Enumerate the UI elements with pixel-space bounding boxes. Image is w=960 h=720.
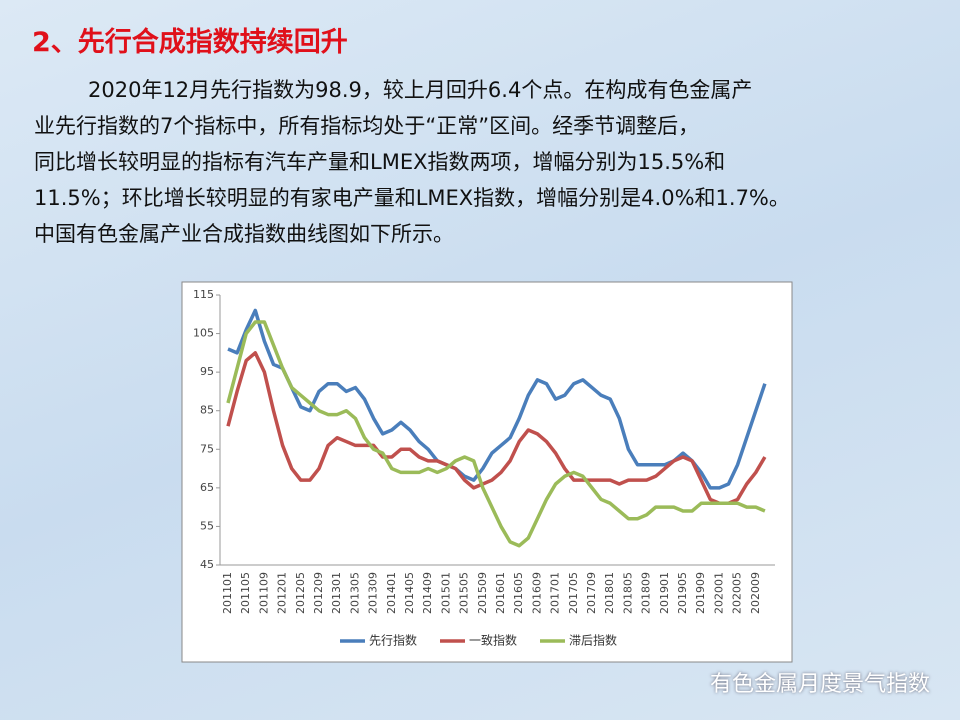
x-tick-label: 201105 xyxy=(239,572,252,614)
x-tick-label: 202005 xyxy=(731,572,744,614)
x-tick-label: 201601 xyxy=(494,572,507,614)
x-tick-label: 201609 xyxy=(530,572,543,614)
legend-label: 滞后指数 xyxy=(569,633,617,648)
x-tick-label: 201201 xyxy=(276,572,289,614)
x-tick-label: 201501 xyxy=(439,572,452,614)
y-tick-label: 95 xyxy=(200,365,214,378)
y-tick-label: 85 xyxy=(200,404,214,417)
x-tick-label: 201301 xyxy=(330,572,343,614)
legend-label: 先行指数 xyxy=(369,633,417,648)
x-tick-label: 201701 xyxy=(549,572,562,614)
paragraph-line: 中国有色金属产业合成指数曲线图如下所示。 xyxy=(34,222,454,246)
paragraph-line: 11.5%；环比增长较明显的有家电产量和LMEX指数，增幅分别是4.0%和1.7… xyxy=(34,186,790,210)
paragraph-line: 2020年12月先行指数为98.9，较上月回升6.4个点。在构成有色金属产 xyxy=(88,78,753,102)
x-tick-label: 201705 xyxy=(567,572,580,614)
x-tick-label: 201809 xyxy=(640,572,653,614)
x-tick-label: 201205 xyxy=(294,572,307,614)
x-tick-label: 201401 xyxy=(385,572,398,614)
x-tick-label: 201709 xyxy=(585,572,598,614)
footer: 有色金属月度景气指数 xyxy=(709,672,930,697)
x-tick-label: 201605 xyxy=(512,572,525,614)
paragraph: 2020年12月先行指数为98.9，较上月回升6.4个点。在构成有色金属产业先行… xyxy=(34,72,790,252)
x-tick-label: 201805 xyxy=(621,572,634,614)
series-line xyxy=(226,351,767,506)
x-tick-label: 201509 xyxy=(476,572,489,614)
x-tick-label: 201101 xyxy=(221,572,234,614)
x-tick-label: 201905 xyxy=(676,572,689,614)
y-tick-label: 65 xyxy=(200,481,214,494)
x-tick-label: 201409 xyxy=(421,572,434,614)
paragraph-line: 同比增长较明显的指标有汽车产量和LMEX指数两项，增幅分别为15.5%和 xyxy=(34,150,726,174)
heading: 2、先行合成指数持续回升 xyxy=(32,27,348,58)
x-tick-label: 201305 xyxy=(348,572,361,614)
y-tick-label: 75 xyxy=(200,442,214,455)
x-tick-label: 201309 xyxy=(367,572,380,614)
legend-label: 一致指数 xyxy=(469,633,517,648)
paragraph-line: 业先行指数的7个指标中，所有指标均处于“正常”区间。经季节调整后， xyxy=(34,114,700,138)
y-tick-label: 105 xyxy=(193,327,214,340)
series-line xyxy=(226,320,766,548)
x-tick-label: 201801 xyxy=(603,572,616,614)
x-tick-label: 201405 xyxy=(403,572,416,614)
x-tick-label: 202009 xyxy=(749,572,762,614)
x-tick-label: 201209 xyxy=(312,572,325,614)
x-tick-label: 202001 xyxy=(712,572,725,614)
x-tick-label: 201505 xyxy=(458,572,471,614)
x-tick-label: 201901 xyxy=(658,572,671,614)
chart-frame xyxy=(181,281,793,663)
y-tick-label: 45 xyxy=(200,558,214,571)
y-tick-label: 55 xyxy=(200,519,214,532)
y-tick-label: 115 xyxy=(193,288,214,301)
x-tick-label: 201909 xyxy=(694,572,707,614)
x-tick-label: 201109 xyxy=(257,572,270,614)
